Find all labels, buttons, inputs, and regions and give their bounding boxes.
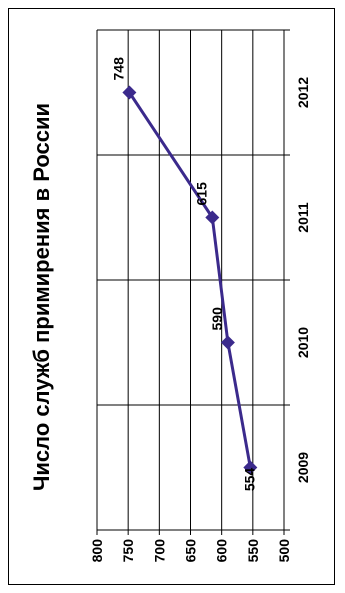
- y-tick-label: 750: [120, 539, 136, 563]
- chart-title: Число служб примирения в России: [29, 103, 54, 491]
- data-point-marker: [220, 335, 235, 350]
- data-point-marker: [205, 210, 220, 225]
- y-tick-label: 800: [89, 539, 105, 563]
- data-label: 590: [209, 307, 225, 331]
- y-tick-label: 650: [183, 539, 199, 563]
- y-tick-label: 500: [276, 539, 292, 563]
- data-point-marker: [122, 85, 137, 100]
- series-line: [128, 91, 252, 468]
- y-tick-label: 600: [214, 539, 230, 563]
- category-label: 2012: [295, 77, 311, 108]
- data-point-marker: [243, 460, 258, 475]
- chart-frame: Число служб примирения в России 500 550 60…: [8, 8, 335, 585]
- category-label: 2011: [295, 202, 311, 233]
- y-tick-label: 700: [151, 539, 167, 563]
- y-tick-label: 550: [245, 539, 261, 563]
- category-label: 2009: [295, 452, 311, 483]
- chart: Число служб примирения в России 500 550 60…: [29, 29, 311, 563]
- data-label: 615: [193, 182, 209, 206]
- plot-area: 500 550 600 650 700 750 800 2009 2010 2011 2012 554…: [89, 29, 311, 563]
- data-label: 554: [241, 468, 257, 492]
- data-label: 748: [110, 57, 126, 81]
- category-label: 2010: [295, 327, 311, 358]
